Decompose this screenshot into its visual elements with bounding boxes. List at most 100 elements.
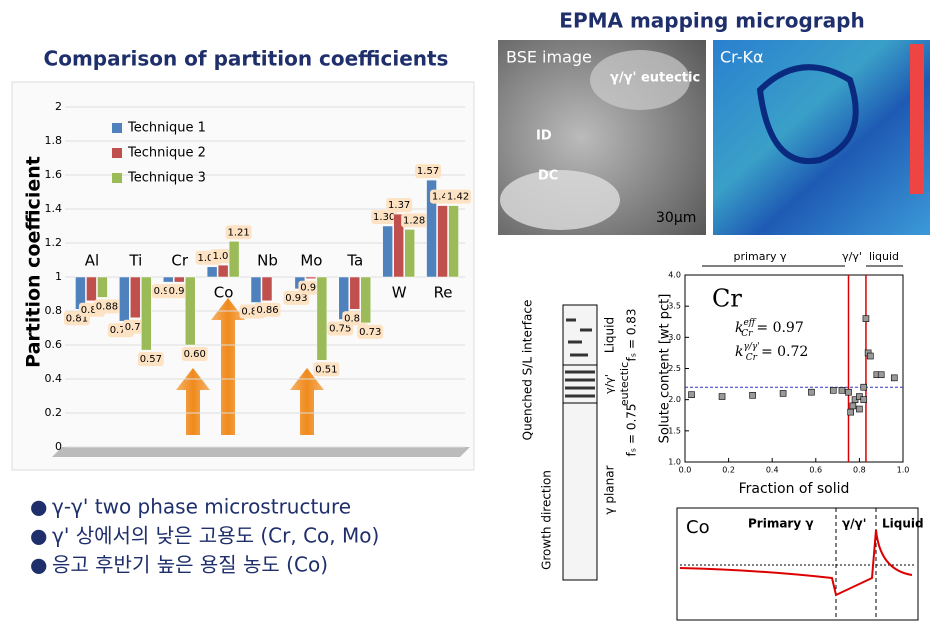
label-bg [415, 164, 442, 179]
bar [130, 276, 141, 319]
y-tick-label: 0.2 [45, 406, 63, 419]
bar [360, 276, 372, 324]
bar [448, 205, 459, 278]
solidification-diagram: Quenched S/L interface Growth direction … [521, 300, 639, 581]
y-tick-label: 1.4 [45, 202, 63, 215]
y-tick-label: 2.0 [668, 395, 681, 404]
value-label: 0.51 [315, 364, 337, 375]
x-tick-label: 0.0 [679, 466, 692, 475]
label-bg [137, 352, 164, 367]
bar [119, 276, 130, 322]
value-label: 1.42 [447, 192, 469, 203]
cr-map [713, 40, 930, 235]
bse-labels: BSE image γ/γ' eutectic ID DC 30μm [506, 48, 700, 227]
point [838, 387, 846, 394]
value-label: 1.21 [227, 227, 249, 238]
eutectic-label: γ/γ' [842, 517, 866, 531]
region-label: liquid [869, 250, 899, 263]
bar-chart: 00.20.40.60.811.21.41.61.82Al0.810.860.8… [45, 100, 472, 453]
bse-label: BSE image [506, 48, 592, 67]
bar [437, 205, 448, 278]
x-tick-label: Al [85, 252, 99, 270]
x-tick-label: 0.8 [853, 466, 866, 475]
y-tick-label: 3.5 [668, 302, 681, 311]
bar [206, 266, 218, 278]
bar [184, 276, 196, 346]
interface-label: Quenched S/L interface [521, 300, 535, 441]
bar [141, 276, 152, 351]
k-value: = 0.72 [761, 344, 808, 360]
legend-swatch [112, 173, 122, 183]
x-axis-label: Fraction of solid [739, 481, 850, 497]
legend-swatch [112, 123, 122, 133]
id-label: ID [536, 129, 552, 144]
legend-label: Technique 3 [127, 171, 206, 186]
k-sub: Cr [741, 329, 753, 339]
k-annotation: kγ/γ' Cr = 0.72 [735, 342, 808, 363]
point [860, 383, 868, 391]
map-boundary [756, 64, 859, 165]
k-sup: eff [743, 318, 756, 328]
floor [52, 447, 470, 457]
bullet-dot: ● [30, 524, 47, 548]
value-label: 0.93 [285, 293, 307, 304]
element-label: Cr [712, 285, 742, 313]
k-symbol: k [735, 344, 743, 360]
bar [261, 276, 273, 302]
map-label: Cr-Kα [720, 48, 764, 67]
legend-label: Technique 2 [127, 146, 206, 161]
epma-title: EPMA mapping micrograph [559, 9, 864, 33]
y-tick-label: 1.2 [45, 236, 63, 249]
point [749, 392, 756, 399]
point [866, 352, 874, 360]
point [845, 388, 852, 396]
label-bg [401, 213, 428, 228]
y-tick-label: 0 [55, 440, 62, 453]
bar [404, 229, 415, 278]
point [860, 396, 868, 403]
eutectic-label: eutectic [618, 362, 631, 406]
bar [382, 225, 393, 278]
legend-swatch [112, 148, 122, 158]
x-tick-label: 1.0 [897, 466, 910, 475]
label-bg [445, 189, 472, 204]
fs-label: fₛ = 0.83 [625, 308, 639, 361]
bar [349, 276, 361, 310]
bar [250, 276, 262, 303]
arrows [176, 298, 324, 435]
primary-label: Primary γ [748, 517, 814, 531]
y-tick-label: 4.0 [668, 271, 681, 280]
bse-feature [500, 170, 620, 230]
dc-label: DC [538, 169, 558, 184]
bar [426, 179, 437, 278]
bar [393, 213, 404, 278]
value-label: 1.37 [388, 200, 410, 211]
x-tick-label: Co [214, 284, 234, 302]
value-label: 0.75 [329, 324, 351, 335]
value-label: 1.28 [403, 215, 425, 226]
bse-feature [590, 50, 690, 110]
bar [97, 276, 108, 298]
point [847, 408, 854, 416]
y-tick-label: 1.8 [45, 134, 63, 147]
bullet-dot: ● [30, 495, 47, 519]
point [718, 393, 726, 400]
eutectic-label: γ/γ' eutectic [610, 71, 700, 86]
k-sub: Cr [746, 353, 758, 363]
value-label: 0.85 [241, 307, 263, 318]
value-label: 1.57 [417, 166, 439, 177]
bullets: ● γ-γ' two phase microstructure ● γ' 상에서의 … [30, 495, 379, 577]
value-label: 0.97 [169, 286, 191, 297]
bar [173, 276, 185, 283]
gg-label: γ/γ' [603, 374, 616, 394]
bar [86, 276, 97, 302]
label-bg [93, 299, 120, 314]
x-tick-label: 0.2 [722, 466, 735, 475]
legend-label: Technique 1 [127, 121, 206, 136]
value-label: 0.74 [110, 325, 132, 336]
k-sup: γ/γ' [743, 342, 759, 352]
colorbar [910, 44, 924, 194]
cr-chart: 0.0 0.2 0.4 0.6 0.8 1.0 1.0 1.5 2.0 2.5 3.0 3.5 4.0 F… [658, 250, 910, 497]
y-tick-label: 3.0 [668, 333, 681, 342]
